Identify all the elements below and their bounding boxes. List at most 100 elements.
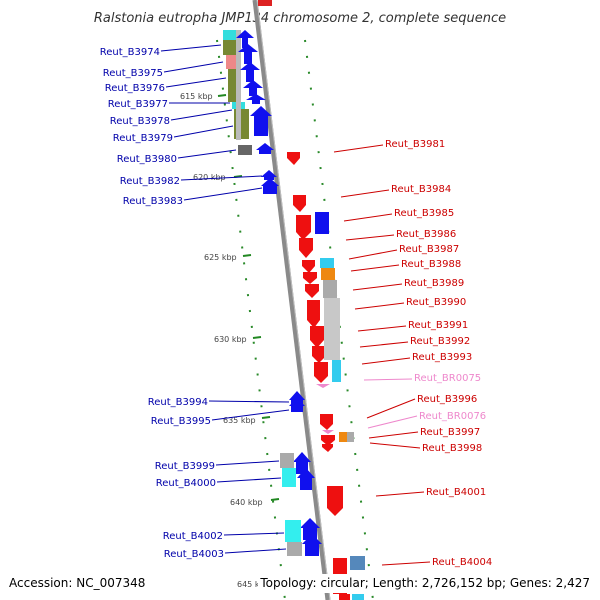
gene-block[interactable] — [285, 520, 301, 542]
rna-gene-marker[interactable] — [316, 384, 330, 388]
gene-block[interactable] — [320, 258, 334, 268]
forward-gene-arrow[interactable] — [246, 94, 266, 104]
gene-block[interactable] — [238, 145, 252, 155]
gene-block[interactable] — [282, 468, 296, 487]
label-leader — [183, 187, 263, 201]
gene-label[interactable]: Reut_B3998 — [422, 443, 482, 454]
gene-label[interactable]: Reut_B3989 — [404, 278, 464, 289]
reverse-gene-arrow[interactable] — [327, 486, 343, 516]
reverse-gene-arrow[interactable] — [321, 435, 335, 446]
gene-label[interactable]: Reut_B3994 — [148, 397, 208, 408]
rna-gene-marker[interactable] — [322, 430, 334, 434]
forward-gene-arrow[interactable] — [261, 178, 279, 194]
gene-label[interactable]: Reut_B3987 — [399, 244, 459, 255]
reverse-gene-arrow[interactable] — [299, 238, 313, 258]
gene-block[interactable] — [323, 280, 337, 298]
gene-block[interactable] — [280, 453, 294, 468]
reverse-gene-arrow[interactable] — [293, 195, 306, 212]
gene-label[interactable]: Reut_B3979 — [113, 133, 173, 144]
gene-label[interactable]: Reut_B3980 — [117, 154, 177, 165]
reverse-gene-arrow[interactable] — [320, 414, 333, 430]
gene-label[interactable]: Reut_B3988 — [401, 259, 461, 270]
topology-text: Topology: circular; Length: 2,726,152 bp… — [259, 576, 590, 590]
forward-gene-arrow[interactable] — [302, 534, 322, 556]
gene-label[interactable]: Reut_B3978 — [110, 116, 170, 127]
reverse-gene-arrow[interactable] — [312, 346, 326, 363]
gene-label[interactable]: Reut_B3991 — [408, 320, 468, 331]
gene-label[interactable]: Reut_BR0075 — [414, 373, 481, 384]
gene-label[interactable]: Reut_B3982 — [120, 176, 180, 187]
gene-label[interactable]: Reut_B3977 — [108, 99, 168, 110]
label-leader — [359, 341, 409, 348]
gene-label[interactable]: Reut_B3983 — [123, 196, 183, 207]
forward-gene-arrow[interactable] — [243, 80, 263, 96]
reverse-genes — [287, 152, 350, 600]
ruler-tick — [261, 416, 271, 419]
gene-block[interactable] — [352, 594, 364, 600]
gene-label[interactable]: Reut_BR0076 — [419, 411, 486, 422]
gene-label[interactable]: Reut_B4004 — [432, 557, 492, 568]
accession-text: Accession: NC_007348 — [9, 576, 145, 590]
gene-label[interactable]: Reut_B4003 — [164, 549, 224, 560]
label-leader — [340, 189, 390, 198]
reverse-gene-arrow[interactable] — [303, 272, 317, 284]
gene-label[interactable]: Reut_B3974 — [100, 47, 160, 58]
forward-gene-arrow[interactable] — [250, 106, 272, 136]
ruler-tick — [270, 498, 280, 501]
gene-truncated[interactable] — [258, 0, 272, 6]
gene-label[interactable]: Reut_B3976 — [105, 83, 165, 94]
ruler-label: 645 kbp — [237, 580, 270, 589]
gene-block[interactable] — [339, 432, 347, 442]
forward-gene-arrow[interactable] — [289, 391, 305, 404]
gene-label[interactable]: Reut_B3996 — [417, 394, 477, 405]
gene-label[interactable]: Reut_B4002 — [163, 531, 223, 542]
forward-gene-arrow[interactable] — [238, 44, 258, 64]
gene-block[interactable] — [321, 268, 335, 280]
reverse-gene-arrow[interactable] — [310, 326, 324, 348]
gene-label[interactable]: Reut_B3985 — [394, 208, 454, 219]
reverse-gene-arrow[interactable] — [287, 152, 300, 165]
reverse-gene-arrow[interactable] — [305, 284, 319, 298]
gene-label[interactable]: Reut_B3993 — [412, 352, 472, 363]
gene-block[interactable] — [226, 55, 239, 69]
gene-block[interactable] — [223, 40, 236, 55]
forward-gene-arrow[interactable] — [256, 143, 274, 154]
forward-gene-arrow[interactable] — [261, 170, 277, 180]
gene-label[interactable]: Reut_B4001 — [426, 487, 486, 498]
gene-label[interactable]: Reut_B3984 — [391, 184, 451, 195]
forward-gene-arrow[interactable] — [289, 398, 305, 412]
label-leader — [367, 415, 418, 429]
gene-label[interactable]: Reut_B3992 — [410, 336, 470, 347]
gene-label[interactable]: Reut_B3986 — [396, 229, 456, 240]
gene-label[interactable]: Reut_B3995 — [151, 416, 211, 427]
ruler-label: 625 kbp — [204, 253, 237, 262]
gene-block[interactable] — [350, 556, 365, 570]
gene-label[interactable]: Reut_B3997 — [420, 427, 480, 438]
gene-label[interactable]: Reut_B4000 — [156, 478, 216, 489]
forward-gene-arrow[interactable] — [300, 518, 320, 540]
gene-block[interactable] — [315, 212, 329, 234]
forward-gene-arrow[interactable] — [240, 62, 260, 82]
forward-gene-arrow[interactable] — [293, 452, 311, 474]
ruler-tick — [242, 254, 252, 257]
gene-label[interactable]: Reut_B3981 — [385, 139, 445, 150]
label-leader — [216, 477, 282, 483]
reverse-gene-arrow[interactable] — [339, 594, 350, 600]
gene-block[interactable] — [324, 298, 340, 360]
forward-gene-arrow[interactable] — [297, 468, 315, 490]
gene-label[interactable]: Reut_B3975 — [103, 68, 163, 79]
gene-label[interactable]: Reut_B3999 — [155, 461, 215, 472]
reverse-gene-arrow[interactable] — [314, 362, 328, 383]
gene-block[interactable] — [332, 360, 341, 382]
ruler-label: 640 kbp — [230, 498, 263, 507]
label-leader — [180, 175, 263, 181]
reverse-gene-arrow[interactable] — [322, 444, 333, 452]
gene-label[interactable]: Reut_B3990 — [406, 297, 466, 308]
gene-block[interactable] — [347, 432, 354, 442]
reverse-gene-arrow[interactable] — [307, 300, 320, 328]
forward-gene-arrow[interactable] — [236, 30, 254, 48]
gene-block[interactable] — [287, 542, 302, 556]
reverse-gene-arrow[interactable] — [296, 215, 311, 240]
gene-block[interactable] — [223, 30, 236, 40]
reverse-gene-arrow[interactable] — [302, 260, 315, 273]
